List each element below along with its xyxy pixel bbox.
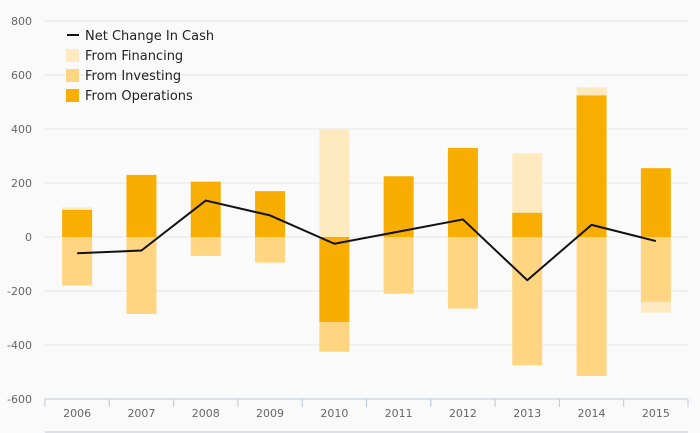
- x-tick-label: 2006: [63, 407, 91, 420]
- bar-from-operations-2015: [640, 168, 671, 237]
- legend-label-from-financing: From Financing: [85, 49, 183, 64]
- x-tick-label: 2013: [513, 407, 541, 420]
- bar-from-operations-2009: [255, 191, 286, 237]
- legend-swatch-from-investing: [66, 69, 79, 82]
- legend-label-from-investing: From Investing: [85, 69, 181, 84]
- legend-label-from-operations: From Operations: [85, 89, 193, 104]
- x-tick-label: 2011: [385, 407, 413, 420]
- x-tick-label: 2010: [320, 407, 348, 420]
- legend: Net Change In Cash From Financing From Inv…: [66, 29, 214, 104]
- bar-from-operations-2011: [383, 176, 414, 237]
- bar-from-operations-2014: [576, 95, 607, 237]
- y-tick-label: 0: [25, 231, 32, 244]
- bar-from-financing-2015: [640, 301, 671, 313]
- legend-swatch-from-financing: [66, 49, 79, 62]
- bar-from-operations-2012: [447, 147, 478, 237]
- bar-from-operations-2010: [319, 237, 350, 323]
- bar-from-operations-2013: [512, 212, 543, 237]
- bar-from-investing-2011: [383, 237, 414, 294]
- legend-swatch-from-operations: [66, 89, 79, 102]
- y-tick-label: 400: [11, 123, 32, 136]
- y-axis: 800 600 400 200 0 -200 -400 -600: [7, 15, 32, 406]
- bar-from-investing-2015: [640, 237, 671, 302]
- bar-from-financing-2014: [576, 87, 607, 96]
- x-tick-label: 2014: [578, 407, 606, 420]
- bars: [62, 87, 671, 377]
- x-axis: 2006 2007 2008 2009 2010 2011 2012 2013 2014 2015: [44, 398, 689, 433]
- series-line-net-change: [77, 199, 657, 282]
- bar-from-investing-2009: [255, 237, 286, 263]
- bar-from-financing-2013: [512, 153, 543, 213]
- net-change-line: [77, 199, 657, 282]
- bar-from-operations-2007: [126, 174, 157, 237]
- y-tick-label: 600: [11, 69, 32, 82]
- bar-from-investing-2007: [126, 237, 157, 314]
- bar-from-investing-2014: [576, 237, 607, 377]
- x-tick-label: 2015: [642, 407, 670, 420]
- bar-from-investing-2008: [190, 237, 221, 256]
- bar-from-financing-2006: [62, 207, 93, 210]
- y-tick-label: -400: [7, 339, 32, 352]
- bar-from-investing-2006: [62, 237, 93, 286]
- bar-from-investing-2012: [447, 237, 478, 309]
- y-tick-label: 200: [11, 177, 32, 190]
- x-tick-label: 2012: [449, 407, 477, 420]
- bar-from-investing-2010: [319, 322, 350, 352]
- y-tick-label: -200: [7, 285, 32, 298]
- bar-from-financing-2010: [319, 129, 350, 237]
- x-tick-label: 2009: [256, 407, 284, 420]
- bar-from-operations-2006: [62, 210, 93, 237]
- y-tick-label: -600: [7, 393, 32, 406]
- x-tick-label: 2007: [127, 407, 155, 420]
- bar-from-investing-2013: [512, 237, 543, 366]
- y-tick-label: 800: [11, 15, 32, 28]
- x-tick-label: 2008: [192, 407, 220, 420]
- legend-label-net-change-in-cash: Net Change In Cash: [85, 29, 214, 44]
